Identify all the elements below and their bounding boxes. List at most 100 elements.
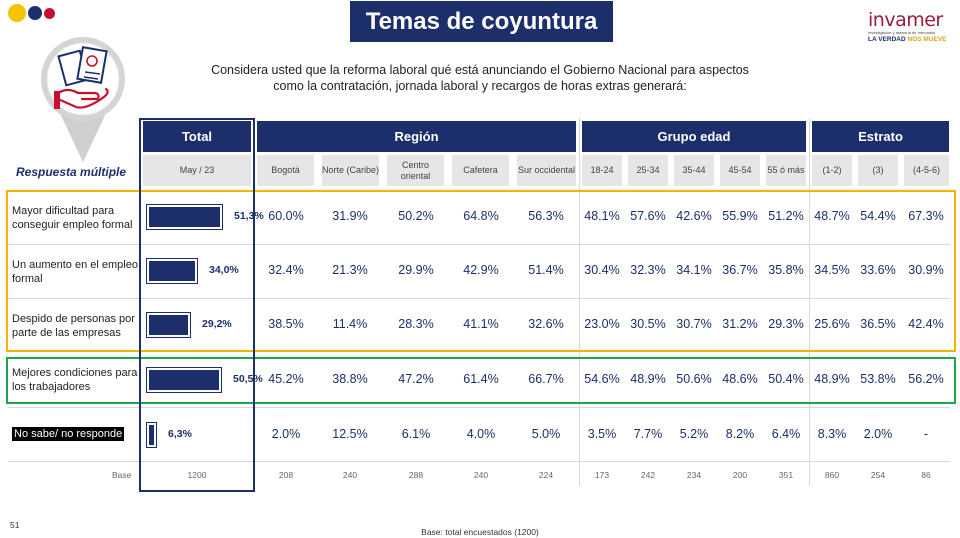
group-header-region: Región xyxy=(257,121,576,152)
column-header: 25-34 xyxy=(628,155,668,186)
table-cell: 51.2% xyxy=(768,209,804,223)
column-header: 18-24 xyxy=(582,155,622,186)
column-header: May / 23 xyxy=(143,155,251,186)
base-label: Base xyxy=(112,470,132,480)
table-cell: 11.4% xyxy=(332,317,368,331)
table-cell: 35.8% xyxy=(768,263,804,277)
group-header-total: Total xyxy=(143,121,251,152)
column-header: Norte (Caribe) xyxy=(322,155,379,186)
table-cell: 25.6% xyxy=(814,317,850,331)
navy-dot xyxy=(28,6,42,20)
table-cell: 48.9% xyxy=(630,372,666,386)
base-cell: 240 xyxy=(342,470,358,480)
table-cell: 36.7% xyxy=(722,263,758,277)
row-label: Despido de personas por parte de las emp… xyxy=(12,313,135,339)
base-cell: 254 xyxy=(870,470,886,480)
table-cell: 50.2% xyxy=(398,209,434,223)
row-divider xyxy=(8,407,950,408)
table-cell: 6.1% xyxy=(401,427,431,441)
table-cell: 55.9% xyxy=(722,209,758,223)
table-cell: 2.0% xyxy=(863,427,893,441)
respuesta-multiple-label: Respuesta múltiple xyxy=(16,165,127,179)
highlight-frame-yellow xyxy=(6,190,956,352)
base-cell: 200 xyxy=(732,470,748,480)
table-cell: 30.9% xyxy=(908,263,944,277)
total-bar xyxy=(146,367,222,393)
question-line-1: Considera usted que la reforma laboral q… xyxy=(211,63,749,77)
base-cell: 224 xyxy=(538,470,554,480)
question-line-2: como la contratación, jornada laboral y … xyxy=(273,79,687,93)
column-divider xyxy=(579,118,580,486)
column-header: (4-5-6) xyxy=(904,155,949,186)
table-cell: 8.3% xyxy=(817,427,847,441)
table-cell: 32.3% xyxy=(630,263,666,277)
table-cell: 57.6% xyxy=(630,209,666,223)
column-header: 55 ó más xyxy=(766,155,806,186)
base-cell: 208 xyxy=(278,470,294,480)
table-cell: 31.9% xyxy=(332,209,368,223)
table-cell: 50.4% xyxy=(768,372,804,386)
table-cell: 61.4% xyxy=(463,372,499,386)
base-cell: 860 xyxy=(824,470,840,480)
row-divider xyxy=(8,461,950,462)
table-cell: 38.8% xyxy=(332,372,368,386)
row-divider xyxy=(8,244,950,245)
column-header: Cafetera xyxy=(452,155,509,186)
table-cell: 38.5% xyxy=(268,317,304,331)
table-cell: 21.3% xyxy=(332,263,368,277)
column-header: Bogotá xyxy=(257,155,314,186)
table-cell: 56.2% xyxy=(908,372,944,386)
table-cell: 5.0% xyxy=(531,427,561,441)
logo-name: invamer xyxy=(868,9,943,31)
total-value: 50,5% xyxy=(233,373,263,385)
table-cell: 4.0% xyxy=(466,427,496,441)
base-cell: 173 xyxy=(594,470,610,480)
table-cell: 42.4% xyxy=(908,317,944,331)
base-cell: 1200 xyxy=(187,470,207,480)
table-cell: 30.5% xyxy=(630,317,666,331)
table-cell: 48.1% xyxy=(584,209,620,223)
table-cell: 50.6% xyxy=(676,372,712,386)
row-label: Un aumento en el empleo formal xyxy=(12,259,138,285)
highlight-frame-green xyxy=(6,357,956,404)
table-cell: 47.2% xyxy=(398,372,434,386)
total-bar xyxy=(146,422,157,448)
table-cell: 29.9% xyxy=(398,263,434,277)
table-cell: 64.8% xyxy=(463,209,499,223)
table-cell: 48.9% xyxy=(814,372,850,386)
column-header: 35-44 xyxy=(674,155,714,186)
logo-tagline: LA VERDAD NOS MUEVE xyxy=(868,36,947,43)
column-header: Sur occidental xyxy=(517,155,576,186)
total-value: 51,3% xyxy=(234,210,264,222)
table-cell: 6.4% xyxy=(771,427,801,441)
table-cell: 60.0% xyxy=(268,209,304,223)
table-cell: 33.6% xyxy=(860,263,896,277)
base-cell: 86 xyxy=(921,470,931,480)
base-cell: 234 xyxy=(686,470,702,480)
page-number: 51 xyxy=(10,520,20,530)
total-value: 6,3% xyxy=(168,428,192,440)
row-label: No sabe/ no responde xyxy=(12,427,125,441)
table-cell: 34.5% xyxy=(814,263,850,277)
table-cell: 45.2% xyxy=(268,372,304,386)
table-cell: 32.6% xyxy=(528,317,564,331)
column-header: (1-2) xyxy=(812,155,852,186)
yellow-dot xyxy=(8,4,26,22)
page-title: Temas de coyuntura xyxy=(350,1,613,42)
column-header: 45-54 xyxy=(720,155,760,186)
base-cell: 240 xyxy=(473,470,489,480)
table-cell: 34.1% xyxy=(676,263,712,277)
row-divider xyxy=(8,298,950,299)
total-column-frame xyxy=(139,118,255,492)
table-cell: 30.4% xyxy=(584,263,620,277)
table-cell: 29.3% xyxy=(768,317,804,331)
base-cell: 351 xyxy=(778,470,794,480)
table-cell: 2.0% xyxy=(271,427,301,441)
table-cell: 51.4% xyxy=(528,263,564,277)
base-cell: 288 xyxy=(408,470,424,480)
table-cell: 54.6% xyxy=(584,372,620,386)
table-cell: 42.6% xyxy=(676,209,712,223)
table-cell: 66.7% xyxy=(528,372,564,386)
group-header-age: Grupo edad xyxy=(582,121,806,152)
column-header: Centro oriental xyxy=(387,155,444,186)
